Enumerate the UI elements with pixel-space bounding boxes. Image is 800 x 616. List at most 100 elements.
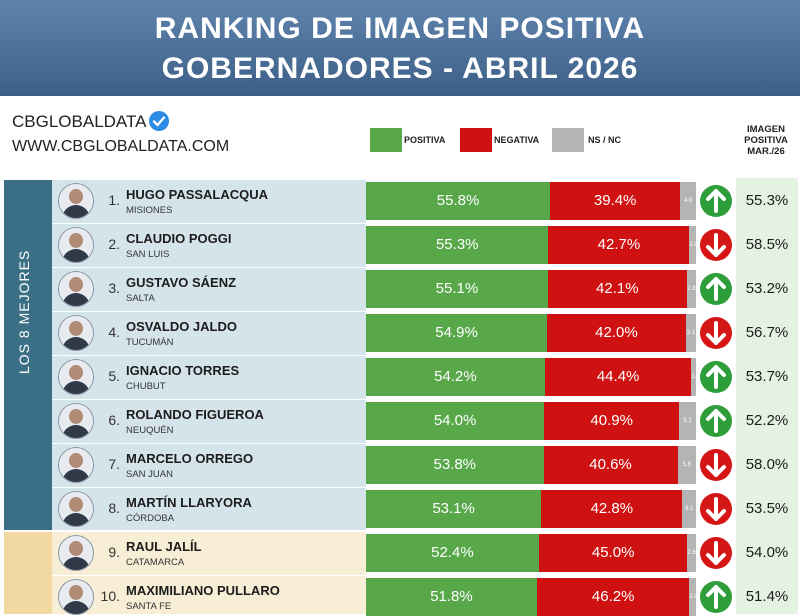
previous-month-value: 56.7% [745,324,789,341]
bar-negativa: 40.6% [543,446,678,484]
avatar-body [62,513,90,526]
previous-month-header-line: IMAGEN [747,124,785,135]
avatar-body [62,205,90,218]
bar-positiva-label: 55.8% [436,192,480,209]
names-panel-bottom [52,532,366,614]
bar-nsnc: 2.6 [687,534,696,572]
bar-positiva-label: 54.0% [433,412,477,429]
avatar-head [69,365,83,380]
avatar-body [62,381,90,394]
bar-positiva: 54.9% [366,314,548,352]
brand-url: WWW.CBGLOBALDATA.COM [12,138,230,155]
previous-month-value: 54.0% [745,544,789,561]
bar-negativa: 46.2% [536,578,690,616]
bar-negativa-label: 42.8% [590,500,634,517]
governor-name: MAXIMILIANO PULLARO [126,583,280,598]
bar-negativa-label: 45.0% [591,544,635,561]
bar-nsnc: 3.1 [685,314,696,352]
province-name: SANTA FE [126,601,172,612]
bar-negativa-label: 44.4% [596,368,640,385]
trend-up-arrow-icon [700,185,732,217]
bar-positiva: 54.2% [366,358,545,396]
top-group-band [4,180,52,530]
bar-negativa-label: 42.1% [596,280,639,297]
trend-down-arrow-icon [700,493,732,525]
bar-negativa-label: 42.0% [595,324,638,341]
avatar-head [69,277,83,292]
governor-name: IGNACIO TORRES [126,363,240,378]
brand-name: CBGLOBALDATA [12,112,147,131]
bar-nsnc: 2.8 [686,270,696,308]
governor-avatar [58,447,94,483]
governor-name: CLAUDIO POGGI [126,231,232,246]
bar-nsnc: 1.4 [691,358,700,396]
avatar-body [62,469,90,482]
bar-nsnc-label: 3.1 [686,330,696,336]
previous-month-value: 58.0% [745,456,789,473]
bar-negativa: 42.8% [541,490,683,528]
rank-number: 7. [108,456,120,472]
bar-positiva: 55.3% [366,226,549,264]
governor-name: ROLANDO FIGUEROA [126,407,264,422]
trend-up-arrow-icon [700,361,732,393]
rank-number: 6. [108,412,120,428]
rank-number: 8. [108,500,120,516]
bar-nsnc-label: 5.6 [682,462,691,468]
bar-nsnc: 2.0 [689,226,698,264]
legend-label-positiva: POSITIVA [404,135,446,145]
avatar-head [69,541,83,556]
avatar-head [69,233,83,248]
legend-label-nsnc: NS / NC [588,135,622,145]
rank-number: 9. [108,544,120,560]
bar-nsnc-label: 2.0 [689,242,698,248]
previous-month-column [736,178,798,614]
trend-down-arrow-icon [700,229,732,261]
bar-negativa-label: 42.7% [597,236,641,253]
governor-avatar [58,227,94,263]
rank-number: 10. [100,588,120,604]
trend-down-arrow-icon [700,317,732,349]
governor-name: OSVALDO JALDO [126,319,237,334]
previous-month-value: 53.7% [745,368,789,385]
verified-badge-icon [149,111,169,131]
row-divider [52,575,366,576]
bar-nsnc-label: 2.6 [687,550,696,556]
bar-nsnc: 4.1 [682,490,696,528]
avatar-head [69,453,83,468]
province-name: NEUQUÉN [126,425,174,436]
bar-positiva: 53.1% [366,490,542,528]
previous-month-value: 52.2% [745,412,789,429]
row-divider [52,355,366,356]
row-divider [52,223,366,224]
avatar-body [62,601,90,614]
previous-month-header-line: MAR./26 [747,146,785,157]
avatar-head [69,189,83,204]
governor-avatar [58,403,94,439]
bar-positiva-label: 55.3% [435,236,479,253]
governor-name: MARCELO ORREGO [126,451,254,466]
bar-positiva-label: 55.1% [435,280,479,297]
trend-up-arrow-icon [700,273,732,305]
bar-positiva: 55.8% [366,182,551,220]
rank-number: 3. [108,280,120,296]
previous-month-value: 53.2% [745,280,789,297]
bar-nsnc: 2.0 [689,578,698,616]
bar-positiva-label: 53.8% [433,456,477,473]
bar-negativa-label: 40.9% [590,412,633,429]
title-line-2: GOBERNADORES - ABRIL 2026 [161,52,639,85]
avatar-head [69,409,83,424]
bar-negativa-label: 46.2% [591,588,635,605]
bar-positiva-label: 54.2% [434,368,477,385]
governor-avatar [58,183,94,219]
previous-month-header: IMAGEN POSITIVA MAR./26 [734,124,798,157]
province-name: SAN JUAN [126,469,173,480]
trend-down-arrow-icon [700,537,732,569]
bar-nsnc-label: 5.1 [683,418,692,424]
legend-swatch-positiva [370,128,402,152]
bar-nsnc: 5.1 [679,402,696,440]
row-divider [52,399,366,400]
bar-nsnc: 5.6 [677,446,696,484]
bar-nsnc-label: 2.0 [689,594,698,600]
group-label: LOS 8 MEJORES [16,250,32,374]
trend-up-arrow-icon [700,405,732,437]
